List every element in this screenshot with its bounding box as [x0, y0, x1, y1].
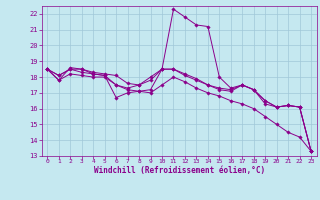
X-axis label: Windchill (Refroidissement éolien,°C): Windchill (Refroidissement éolien,°C) — [94, 166, 265, 175]
